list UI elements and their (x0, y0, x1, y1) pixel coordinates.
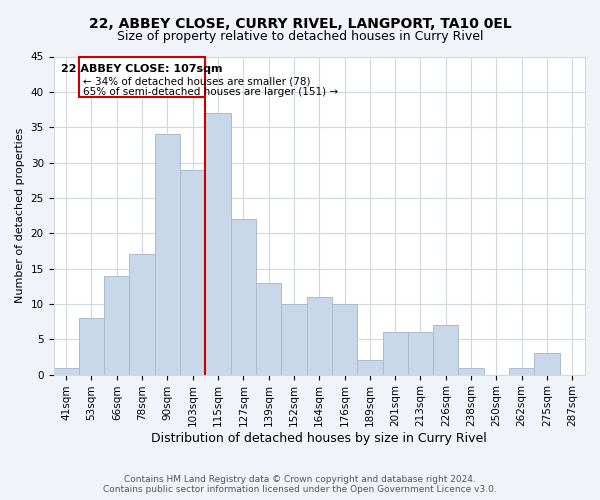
Bar (509, 368, 535, 374)
Bar (180, 170, 205, 374)
Bar (433, 325, 458, 374)
Text: 22, ABBEY CLOSE, CURRY RIVEL, LANGPORT, TA10 0EL: 22, ABBEY CLOSE, CURRY RIVEL, LANGPORT, … (89, 18, 511, 32)
Bar (205, 113, 230, 374)
Bar (104, 276, 130, 374)
X-axis label: Distribution of detached houses by size in Curry Rivel: Distribution of detached houses by size … (151, 432, 487, 445)
Bar (281, 304, 307, 374)
Bar (230, 219, 256, 374)
Bar (383, 332, 408, 374)
Text: 22 ABBEY CLOSE: 107sqm: 22 ABBEY CLOSE: 107sqm (61, 64, 223, 74)
Bar (458, 368, 484, 374)
Text: Contains HM Land Registry data © Crown copyright and database right 2024.
Contai: Contains HM Land Registry data © Crown c… (103, 474, 497, 494)
Text: Size of property relative to detached houses in Curry Rivel: Size of property relative to detached ho… (117, 30, 483, 43)
Bar (256, 282, 281, 374)
Bar (535, 354, 560, 374)
Text: ← 34% of detached houses are smaller (78): ← 34% of detached houses are smaller (78… (83, 76, 311, 86)
Bar (357, 360, 383, 374)
FancyBboxPatch shape (79, 56, 205, 98)
Bar (53, 368, 79, 374)
Bar (79, 318, 104, 374)
Bar (155, 134, 180, 374)
Bar (130, 254, 155, 374)
Y-axis label: Number of detached properties: Number of detached properties (15, 128, 25, 303)
Bar (332, 304, 357, 374)
Bar (408, 332, 433, 374)
Bar (307, 297, 332, 374)
Text: 65% of semi-detached houses are larger (151) →: 65% of semi-detached houses are larger (… (83, 87, 338, 97)
